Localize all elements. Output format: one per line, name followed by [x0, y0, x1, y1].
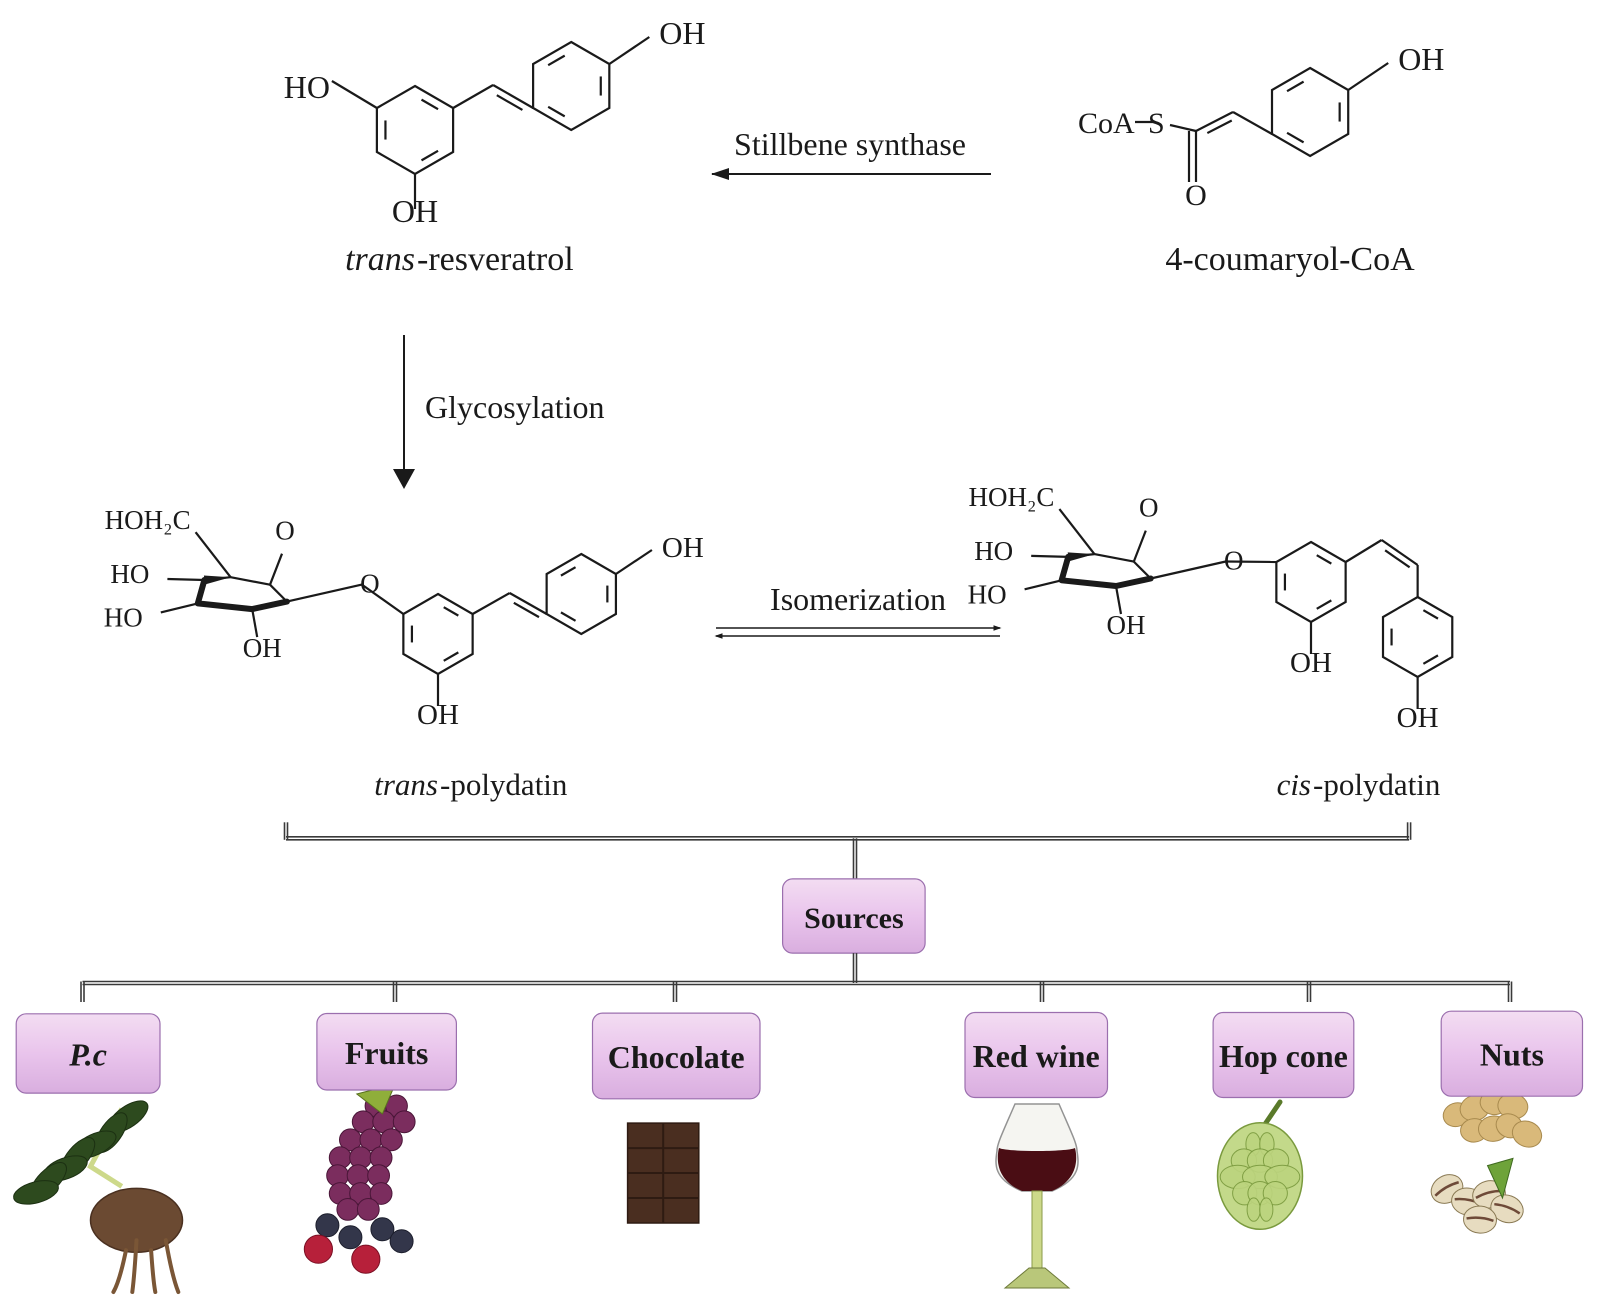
svg-text:S: S — [1148, 107, 1165, 140]
svg-text:-polydatin: -polydatin — [1313, 767, 1441, 802]
svg-text:trans: trans — [374, 767, 438, 802]
svg-text:OH: OH — [1397, 702, 1439, 734]
svg-text:OH: OH — [1290, 647, 1332, 679]
svg-text:OH: OH — [243, 633, 282, 663]
svg-text:HO: HO — [968, 579, 1007, 609]
svg-text:Isomerization: Isomerization — [770, 581, 946, 617]
svg-text:OH: OH — [1398, 41, 1444, 77]
svg-text:OH: OH — [659, 15, 705, 51]
svg-text:trans: trans — [345, 241, 415, 278]
svg-text:HO: HO — [974, 536, 1013, 566]
svg-text:HOH₂C: HOH₂C — [105, 505, 191, 535]
svg-text:Glycosylation: Glycosylation — [425, 389, 605, 425]
svg-text:Fruits: Fruits — [345, 1035, 429, 1071]
svg-text:cis: cis — [1277, 767, 1311, 802]
svg-text:4-coumaryol-CoA: 4-coumaryol-CoA — [1165, 241, 1415, 278]
svg-text:HOH₂C: HOH₂C — [968, 482, 1054, 512]
svg-text:OH: OH — [1107, 610, 1146, 640]
svg-text:Red wine: Red wine — [973, 1038, 1100, 1074]
svg-text:P.c: P.c — [68, 1037, 107, 1073]
svg-text:HO: HO — [110, 559, 149, 589]
svg-text:-resveratrol: -resveratrol — [417, 241, 574, 278]
svg-text:Sources: Sources — [804, 902, 903, 935]
svg-text:Nuts: Nuts — [1480, 1037, 1544, 1073]
svg-text:HO: HO — [104, 602, 143, 632]
svg-text:OH: OH — [392, 193, 438, 229]
svg-text:O: O — [1139, 493, 1159, 523]
svg-text:O: O — [1185, 179, 1207, 212]
svg-text:Stillbene synthase: Stillbene synthase — [734, 126, 966, 162]
svg-text:Hop cone: Hop cone — [1219, 1038, 1348, 1074]
svg-text:HO: HO — [284, 69, 330, 105]
svg-text:CoA: CoA — [1078, 107, 1135, 140]
svg-text:Chocolate: Chocolate — [608, 1039, 745, 1075]
svg-text:OH: OH — [417, 699, 459, 731]
svg-text:-polydatin: -polydatin — [440, 767, 568, 802]
svg-text:O: O — [275, 516, 295, 546]
svg-text:OH: OH — [662, 532, 704, 564]
